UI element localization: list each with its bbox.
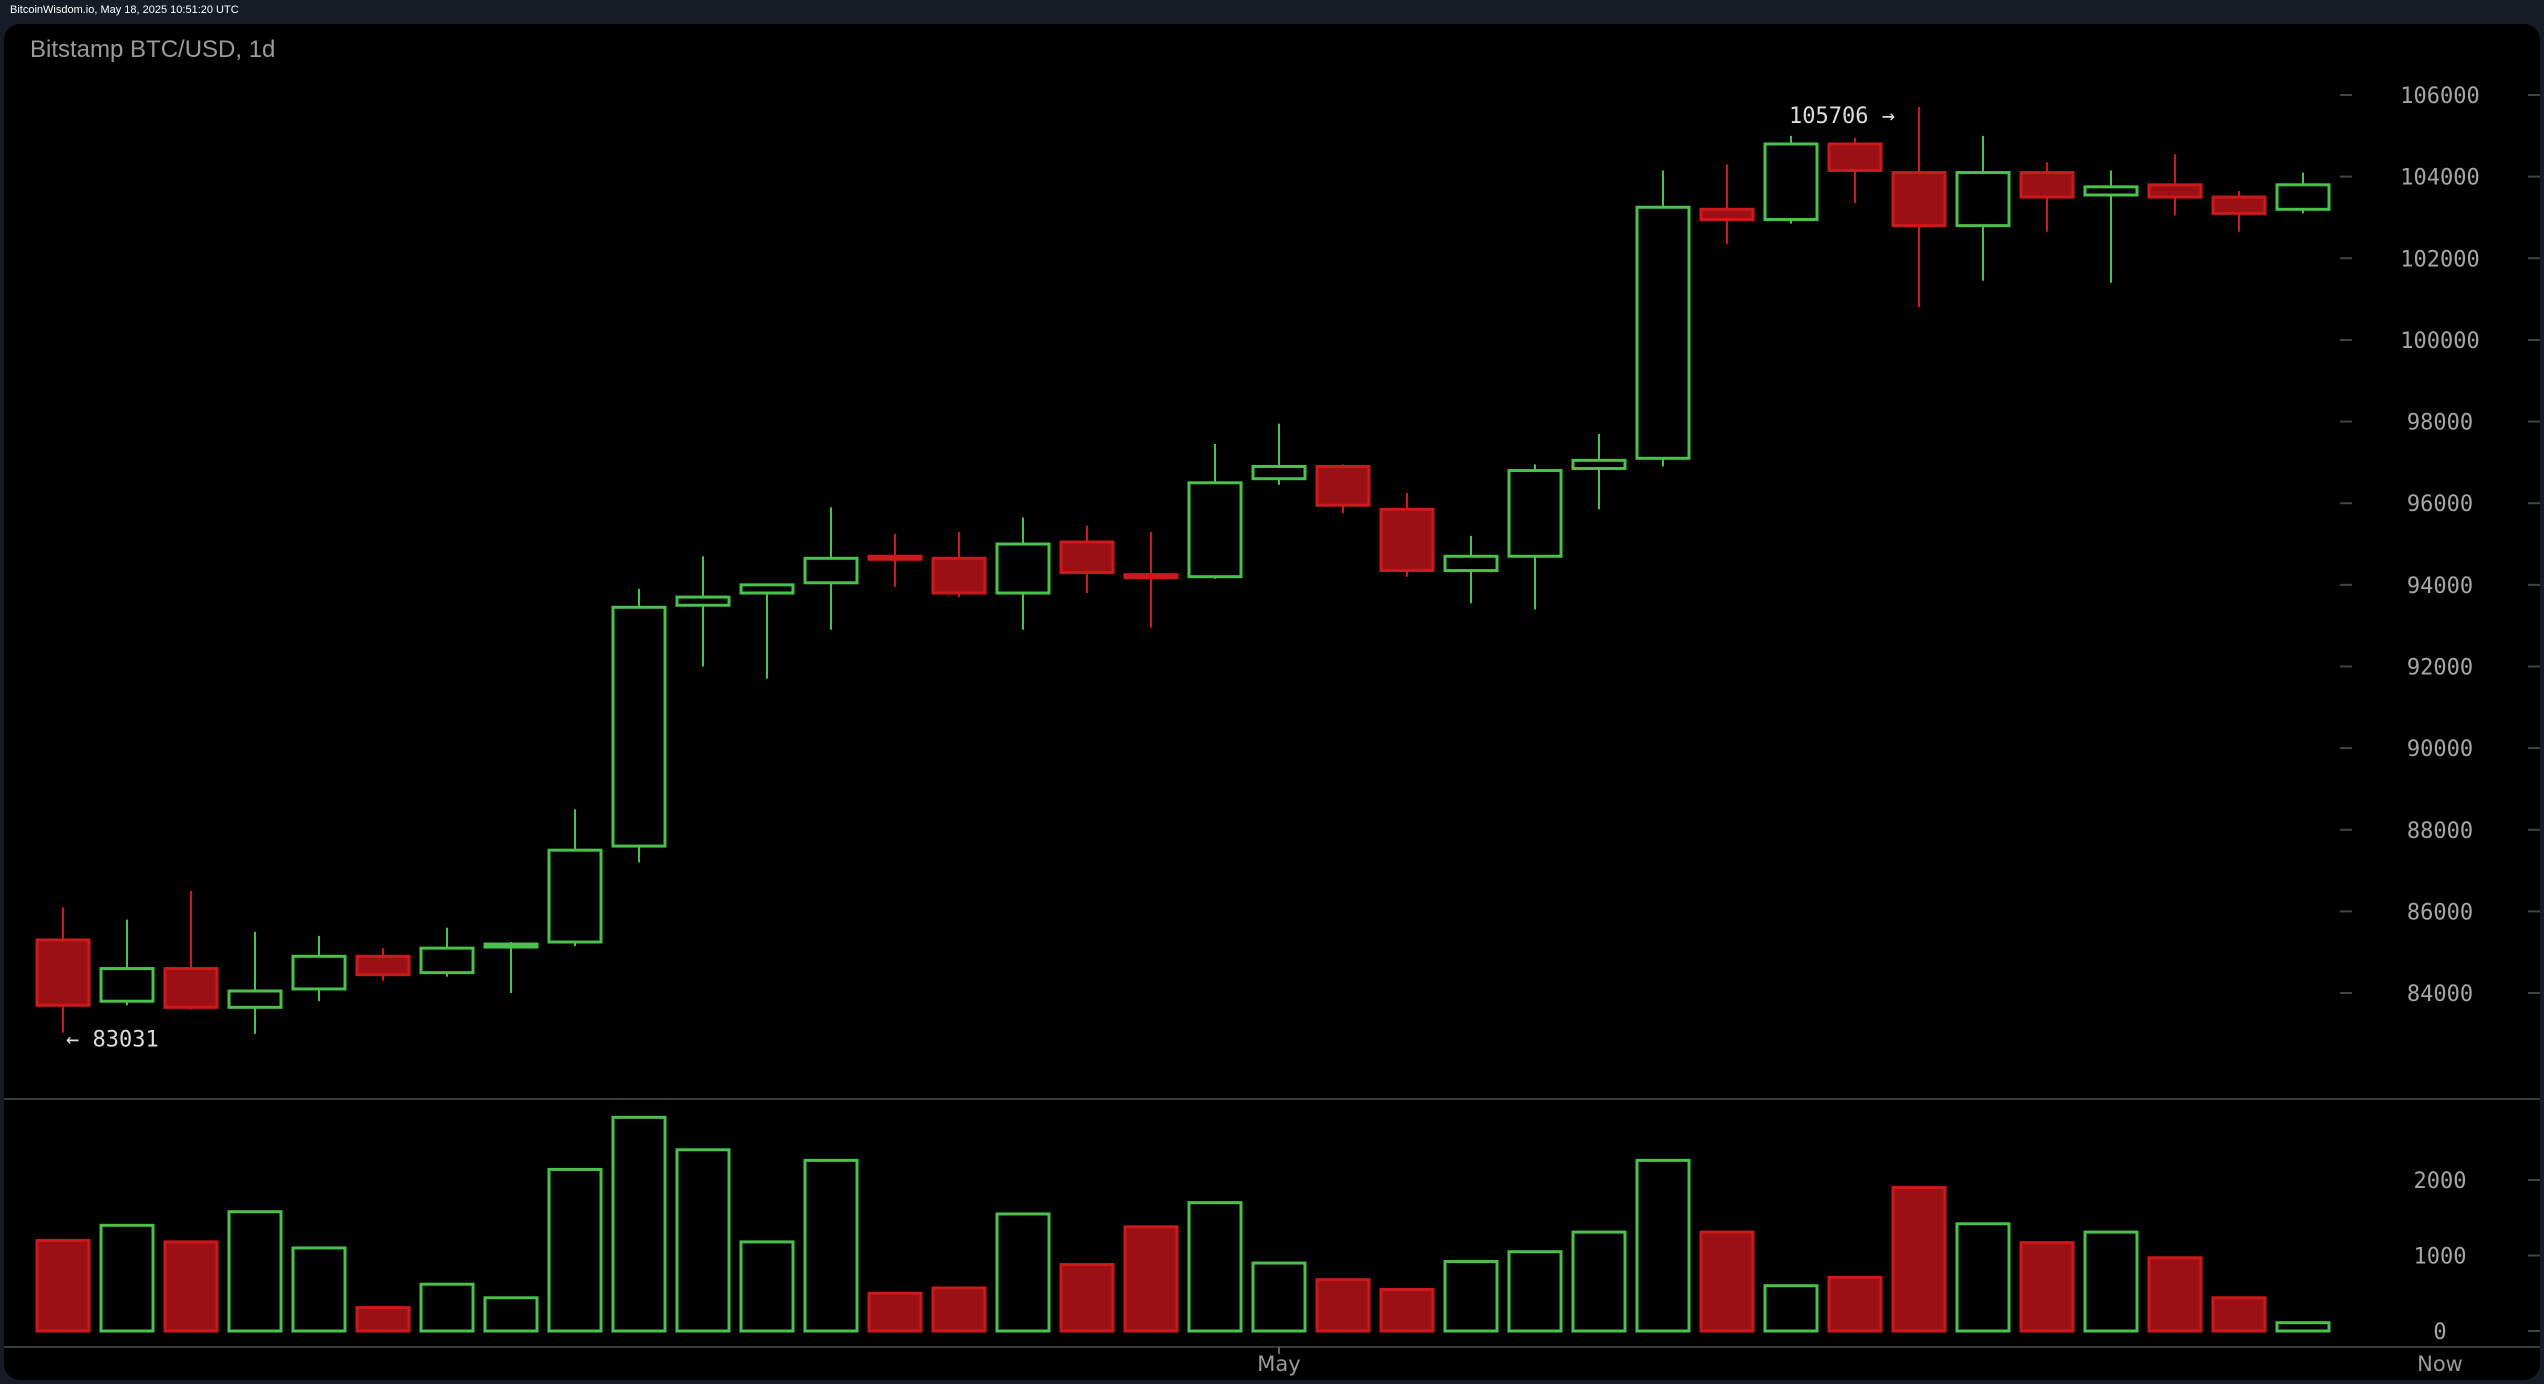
- candle-down: [2147, 183, 2203, 199]
- volume-bar-up: [1635, 1158, 1691, 1333]
- volume-bar-up: [99, 1223, 155, 1333]
- volume-bar-up: [995, 1212, 1051, 1333]
- chart-title: Bitstamp BTC/USD, 1d: [30, 36, 276, 63]
- price-axis-label: 94000: [2407, 574, 2473, 599]
- volume-bar-down: [1123, 1225, 1179, 1333]
- price-axis-label: 104000: [2400, 166, 2479, 191]
- candle-up: [1571, 458, 1627, 471]
- candle-down: [1827, 142, 1883, 173]
- volume-bar-down: [35, 1238, 91, 1333]
- volume-axis-label: 1000: [2414, 1245, 2467, 1270]
- candle-up: [419, 946, 475, 975]
- volume-bar-up: [1187, 1201, 1243, 1333]
- candle-down: [1315, 464, 1371, 507]
- price-axis-label: 84000: [2407, 982, 2473, 1007]
- price-axis-label: 98000: [2407, 411, 2473, 436]
- candle-down: [163, 967, 219, 1009]
- volume-bar-up: [1443, 1260, 1499, 1333]
- x-label-now: Now: [2417, 1352, 2463, 1376]
- volume-bar-down: [1891, 1186, 1947, 1333]
- chart-panel: Bitstamp BTC/USD, 1d 84000 86000 88000 9000…: [4, 24, 2540, 1380]
- volume-bar-down: [355, 1306, 411, 1333]
- candle-up: [547, 848, 603, 944]
- volume-bar-up: [739, 1240, 795, 1333]
- volume-bar-up: [1571, 1230, 1627, 1333]
- price-axis-label: 96000: [2407, 492, 2473, 517]
- volume-bar-up: [291, 1246, 347, 1333]
- price-axis-label: 90000: [2407, 737, 2473, 762]
- candle-up: [1443, 554, 1499, 573]
- candle-up: [1955, 171, 2011, 228]
- volume-bar-down: [1699, 1230, 1755, 1333]
- candle-down: [1059, 540, 1115, 575]
- volume-axis-label: 2000: [2414, 1169, 2467, 1194]
- low-annotation: ← 83031: [66, 1028, 159, 1053]
- volume-bar-up: [2275, 1321, 2331, 1333]
- candle-up: [1635, 205, 1691, 460]
- candle-down: [867, 554, 923, 561]
- volume-bar-up: [611, 1115, 667, 1333]
- candle-up: [1187, 481, 1243, 579]
- candle-down: [1379, 507, 1435, 573]
- candle-down: [2019, 171, 2075, 199]
- candle-up: [2083, 185, 2139, 197]
- volume-bar-up: [227, 1210, 283, 1333]
- price-axis-label: 100000: [2400, 329, 2479, 354]
- candle-up: [1763, 142, 1819, 222]
- volume-bar-down: [2147, 1256, 2203, 1333]
- volume-bar-down: [867, 1291, 923, 1333]
- price-axis-label: 86000: [2407, 900, 2473, 925]
- candle-up: [739, 583, 795, 595]
- source-timestamp: BitcoinWisdom.io, May 18, 2025 10:51:20 …: [10, 4, 239, 16]
- price-axis-label: 92000: [2407, 655, 2473, 680]
- volume-bar-down: [163, 1240, 219, 1333]
- candle-down: [355, 954, 411, 977]
- candle-up: [675, 595, 731, 607]
- volume-bar-up: [675, 1148, 731, 1333]
- volume-bar-down: [1379, 1287, 1435, 1333]
- volume-bar-down: [1059, 1263, 1115, 1333]
- volume-bar-down: [1827, 1275, 1883, 1333]
- candle-up: [1251, 464, 1307, 481]
- volume-bar-up: [483, 1296, 539, 1333]
- high-annotation: 105706 →: [1789, 104, 1895, 129]
- candle-up: [2275, 183, 2331, 211]
- candle-up: [483, 942, 539, 949]
- volume-bar-up: [2083, 1230, 2139, 1333]
- volume-bar-down: [931, 1286, 987, 1333]
- volume-bar-down: [2211, 1296, 2267, 1333]
- x-label-may: May: [1257, 1352, 1300, 1376]
- candle-down: [931, 556, 987, 595]
- candle-up: [611, 605, 667, 848]
- volume-bar-up: [1955, 1222, 2011, 1333]
- candle-down: [1699, 207, 1755, 222]
- volume-axis-label: 0: [2433, 1320, 2446, 1345]
- candle-down: [1123, 573, 1179, 580]
- volume-bar-up: [803, 1158, 859, 1333]
- candlestick-chart[interactable]: 84000 86000 88000 90000 92000 94000 96000 98000…: [4, 24, 2540, 1380]
- price-axis-label: 106000: [2400, 84, 2479, 109]
- price-axis-label: 88000: [2407, 819, 2473, 844]
- volume-bar-up: [1763, 1284, 1819, 1333]
- volume-bar-up: [419, 1282, 475, 1333]
- volume-bar-up: [547, 1167, 603, 1333]
- candle-up: [227, 989, 283, 1009]
- candle-down: [35, 938, 91, 1007]
- candle-up: [291, 954, 347, 991]
- volume-bar-down: [2019, 1241, 2075, 1333]
- volume-bar-up: [1507, 1250, 1563, 1333]
- price-axis-label: 102000: [2400, 247, 2479, 272]
- volume-bar-up: [1251, 1261, 1307, 1333]
- candle-down: [2211, 195, 2267, 215]
- candle-up: [99, 967, 155, 1003]
- volume-bar-down: [1315, 1278, 1371, 1333]
- candle-up: [995, 542, 1051, 595]
- candle-up: [1507, 469, 1563, 558]
- candle-down: [1891, 171, 1947, 228]
- candle-up: [803, 556, 859, 585]
